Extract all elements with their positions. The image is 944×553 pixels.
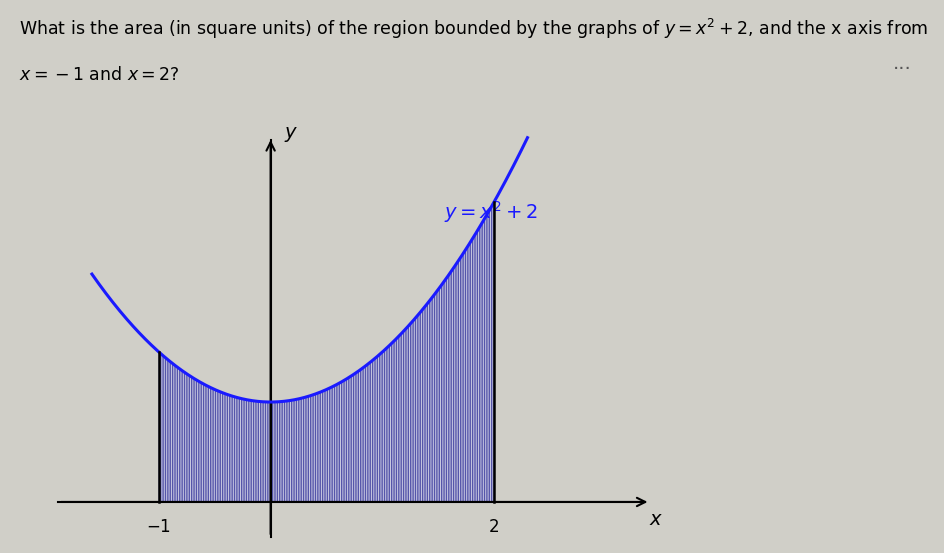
Text: $y = x^2 + 2$: $y = x^2 + 2$ (444, 199, 537, 225)
Text: ...: ... (892, 54, 911, 73)
Text: $2$: $2$ (488, 518, 499, 536)
Text: What is the area (in square units) of the region bounded by the graphs of $y=x^2: What is the area (in square units) of th… (19, 17, 927, 41)
Text: $x=-1$ and $x=2$?: $x=-1$ and $x=2$? (19, 66, 179, 85)
Text: $-1$: $-1$ (146, 518, 171, 536)
Text: $y$: $y$ (283, 125, 297, 144)
Text: $x$: $x$ (649, 510, 663, 529)
